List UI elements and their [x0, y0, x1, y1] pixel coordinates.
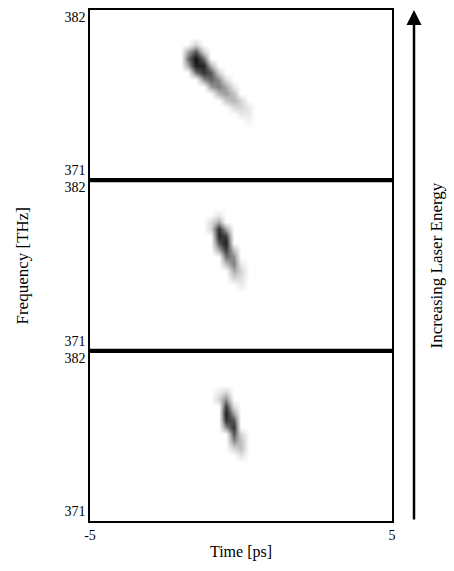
svg-text:Time [ps]: Time [ps]: [210, 543, 272, 561]
svg-text:371: 371: [64, 163, 85, 178]
svg-text:Frequency [THz]: Frequency [THz]: [13, 207, 32, 325]
svg-text:5: 5: [389, 528, 396, 543]
svg-text:382: 382: [64, 351, 85, 366]
svg-text:382: 382: [64, 180, 85, 195]
svg-text:382: 382: [64, 10, 85, 25]
svg-text:-5: -5: [84, 528, 96, 543]
svg-text:371: 371: [64, 504, 85, 519]
svg-text:Increasing Laser Energy: Increasing Laser Energy: [427, 182, 446, 348]
svg-text:371: 371: [64, 334, 85, 349]
